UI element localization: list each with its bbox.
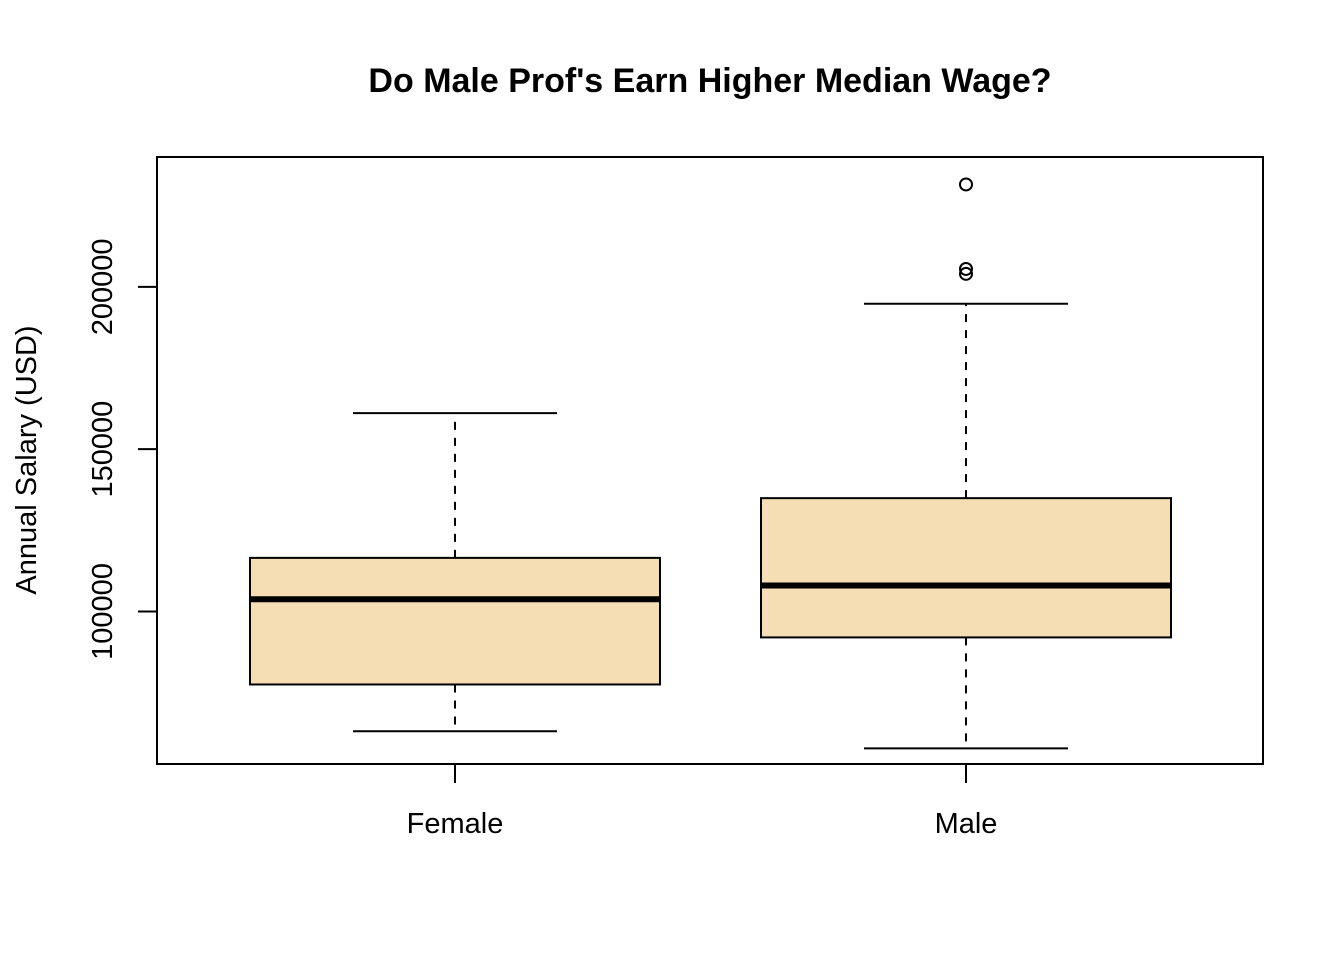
outlier-point bbox=[959, 266, 973, 281]
outlier-point bbox=[959, 177, 973, 192]
iqr-box-female bbox=[249, 556, 661, 686]
x-axis: Female Male bbox=[407, 764, 998, 840]
box-female bbox=[249, 412, 661, 733]
chart-title: Do Male Prof's Earn Higher Median Wage? bbox=[368, 62, 1051, 100]
y-tick-label: 150000 bbox=[87, 401, 119, 498]
box-group bbox=[249, 177, 1172, 750]
x-tick-label-female: Female bbox=[407, 808, 504, 840]
y-axis: 100000 150000 200000 bbox=[87, 238, 158, 660]
box-male bbox=[760, 177, 1172, 750]
y-axis-label: Annual Salary (USD) bbox=[11, 325, 43, 594]
iqr-box-male bbox=[760, 497, 1172, 639]
x-tick-label-male: Male bbox=[935, 808, 998, 840]
outlier-point bbox=[959, 261, 973, 276]
y-tick-label: 200000 bbox=[87, 238, 119, 335]
y-tick-label: 100000 bbox=[87, 563, 119, 660]
